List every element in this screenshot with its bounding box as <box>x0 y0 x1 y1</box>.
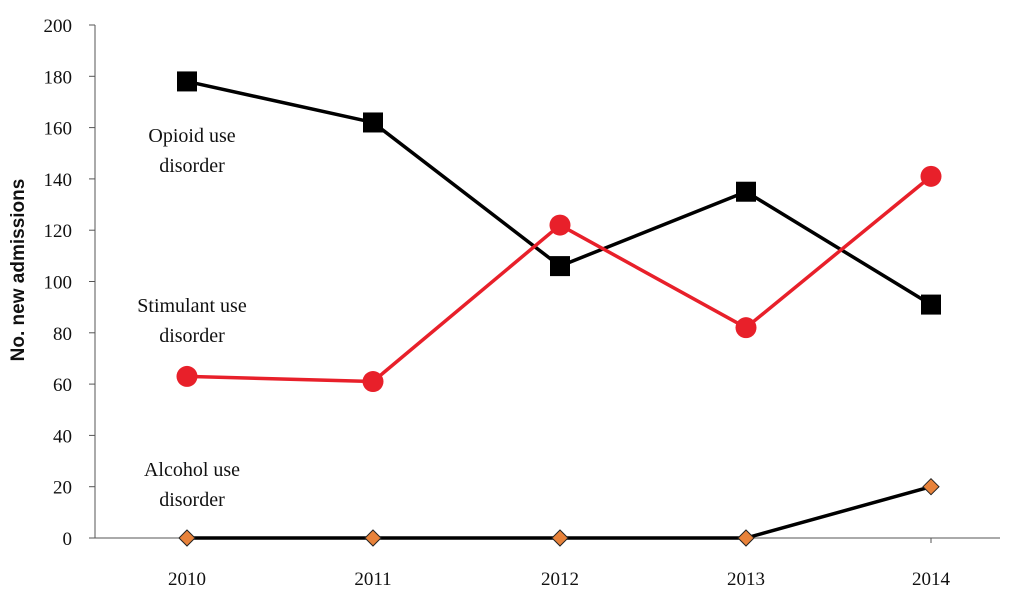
series-lines <box>186 79 933 540</box>
y-axis-title: No. new admissions <box>8 179 29 362</box>
y-tick-label: 160 <box>44 119 73 140</box>
data-point-diamond <box>178 529 196 547</box>
data-point-square <box>550 256 570 277</box>
series-label-line: disorder <box>159 325 225 347</box>
x-tick-label: 2011 <box>354 569 391 590</box>
y-tick-label: 20 <box>53 478 72 499</box>
data-point-circle <box>362 371 384 393</box>
y-tick-label: 120 <box>44 221 73 242</box>
y-axis-ticks: 0 20 40 60 80 100 120 140 160 180 200 <box>44 16 95 550</box>
y-tick-label: 80 <box>53 324 72 345</box>
x-tick-label: 2014 <box>912 569 951 590</box>
y-tick-label: 0 <box>63 529 73 550</box>
series-label-line: Alcohol use <box>144 459 240 481</box>
series-line-1 <box>186 174 933 384</box>
data-point-circle <box>549 214 571 236</box>
data-point-diamond <box>364 529 382 547</box>
data-point-diamond <box>551 529 569 547</box>
series-label-line: Stimulant use <box>137 295 247 317</box>
y-tick-label: 100 <box>44 273 73 294</box>
y-tick-label: 200 <box>44 16 73 37</box>
data-point-circle <box>920 165 942 187</box>
series-label-line: disorder <box>159 155 225 177</box>
data-point-diamond <box>922 477 940 496</box>
x-axis-ticks: 2010 2011 2012 2013 2014 <box>168 538 951 590</box>
y-tick-label: 60 <box>53 375 72 396</box>
y-tick-label: 140 <box>44 170 73 191</box>
x-tick-label: 2010 <box>168 569 206 590</box>
y-tick-label: 40 <box>53 426 72 447</box>
x-tick-label: 2013 <box>727 569 765 590</box>
data-point-diamond <box>737 529 755 547</box>
data-point-square <box>363 112 383 133</box>
y-tick-label: 180 <box>44 67 73 88</box>
data-point-circle <box>735 317 757 339</box>
x-tick-label: 2012 <box>541 569 579 590</box>
data-point-square <box>736 181 756 202</box>
series-label-line: disorder <box>159 489 225 511</box>
data-point-circle <box>176 365 198 387</box>
series-markers <box>176 71 942 547</box>
series-label-line: Opioid use <box>148 125 235 147</box>
data-point-square <box>177 71 197 92</box>
data-point-square <box>921 294 941 315</box>
series-labels: Opioid use disorder Stimulant use disorder A… <box>137 125 247 511</box>
